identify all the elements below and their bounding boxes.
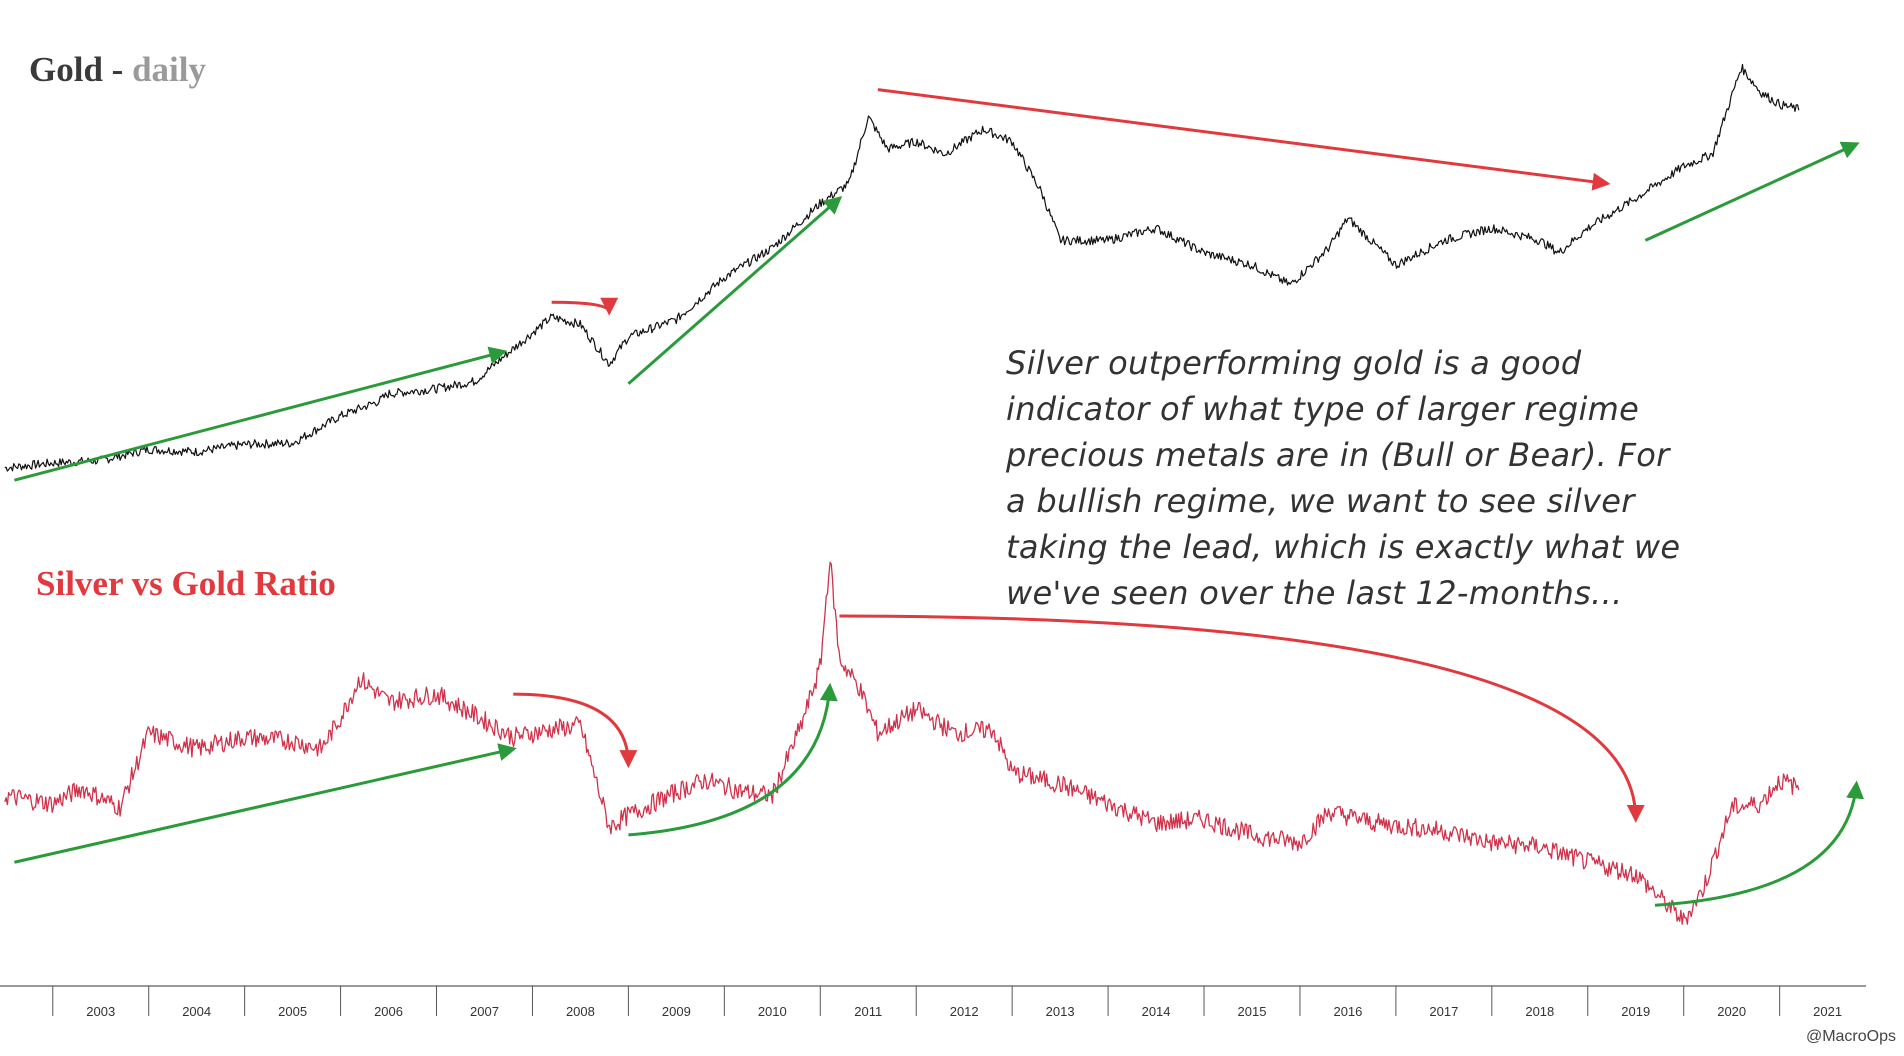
ratio-trend-arrow [628, 682, 838, 837]
x-tick-label: 2005 [278, 1004, 307, 1019]
x-tick-label: 2019 [1621, 1004, 1650, 1019]
silver-gold-ratio-line [4, 561, 1800, 925]
x-tick-label: 2016 [1333, 1004, 1362, 1019]
x-tick-label: 2008 [566, 1004, 595, 1019]
annotation-line: precious metals are in (Bull or Bear). F… [1006, 436, 1670, 474]
x-tick-label: 2015 [1238, 1004, 1267, 1019]
ratio-chart-title: Silver vs Gold Ratio [36, 564, 336, 603]
ratio-trend-arrow [14, 743, 517, 864]
gold-price-line [4, 63, 1800, 472]
x-tick-label: 2018 [1525, 1004, 1554, 1019]
x-tick-label: 2003 [86, 1004, 115, 1019]
x-tick-label: 2006 [374, 1004, 403, 1019]
gold-trend-arrow [877, 88, 1611, 191]
annotation-line: taking the lead, which is exactly what w… [1006, 528, 1681, 566]
x-tick-label: 2020 [1717, 1004, 1746, 1019]
gold-trend-arrow [627, 196, 843, 385]
gold-title-sub: daily [132, 50, 206, 89]
x-tick-label: 2013 [1046, 1004, 1075, 1019]
x-tick-label: 2011 [854, 1004, 882, 1019]
x-tick-label: 2021 [1813, 1004, 1842, 1019]
annotation-line: indicator of what type of larger regime [1006, 390, 1640, 428]
ratio-trend-arrow [513, 692, 638, 769]
gold-price-series [4, 63, 1800, 472]
ratio-trend-arrow [839, 614, 1645, 823]
annotation-text: Silver outperforming gold is a good indi… [1006, 340, 1746, 616]
x-tick-label: 2014 [1142, 1004, 1171, 1019]
gold-title-main: Gold [29, 50, 103, 89]
x-tick-label: 2007 [470, 1004, 499, 1019]
x-tick-label: 2012 [950, 1004, 979, 1019]
gold-trend-arrow [1644, 141, 1860, 242]
credit-label: @MacroOps [1805, 1028, 1896, 1045]
x-tick-label: 2010 [758, 1004, 787, 1019]
trend-arrows [14, 88, 1865, 907]
gold-trend-arrow [14, 346, 508, 482]
annotation-line: Silver outperforming gold is a good [1006, 344, 1582, 382]
gold-trend-arrow [551, 297, 619, 316]
x-axis: 2003 2004 2005 2006 2007 2008 2009 2010 2011 2012… [0, 985, 1866, 1019]
silver-gold-ratio-series [4, 561, 1800, 925]
x-tick-label: 2017 [1429, 1004, 1458, 1019]
x-tick-label: 2004 [182, 1004, 211, 1019]
gold-chart-title: Gold - daily [29, 50, 206, 89]
annotation-line: we've seen over the last 12-months... [1006, 574, 1623, 612]
x-tick-label: 2009 [662, 1004, 691, 1019]
ratio-trend-arrow [1654, 780, 1865, 907]
annotation-line: a bullish regime, we want to see silver [1006, 482, 1635, 520]
